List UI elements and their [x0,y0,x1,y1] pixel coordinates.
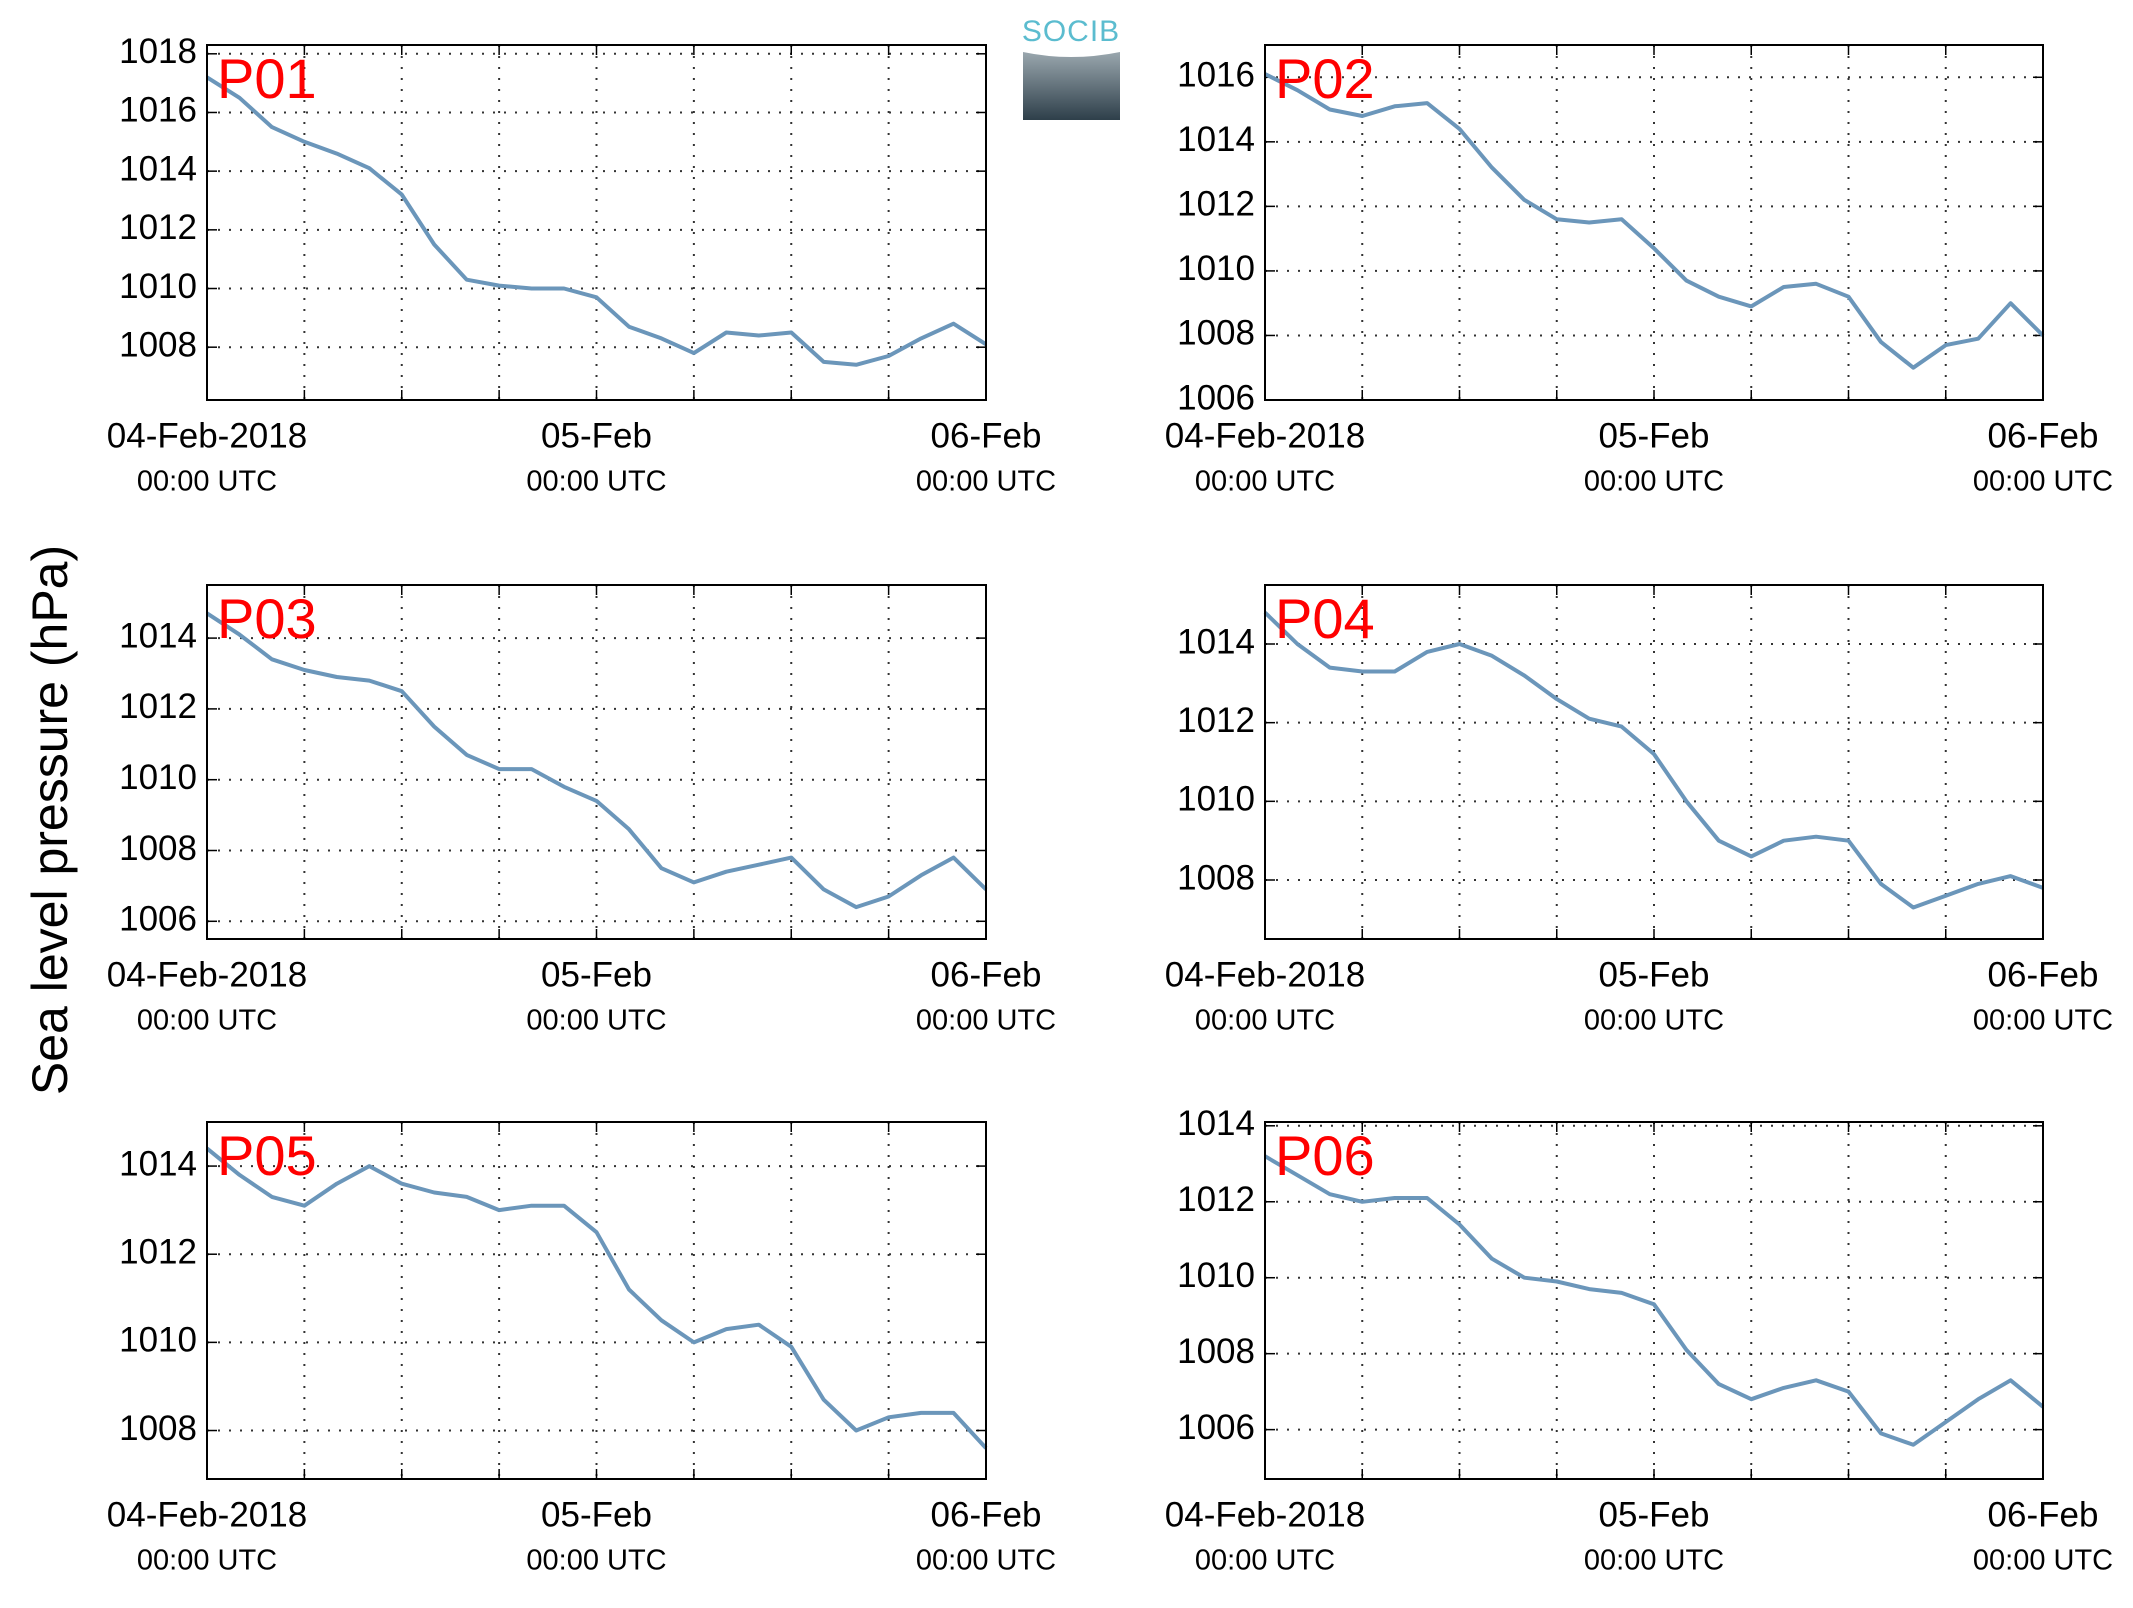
panel: 1008 1010 1012 1014 04-Feb-2018 00:00 UTC 05-F… [107,1121,1056,1577]
x-tick-label: 04-Feb-2018 [1165,1495,1365,1534]
x-tick-sublabel: 00:00 UTC [137,1545,277,1577]
plot-frame [1264,584,2044,940]
x-tick-sublabel: 00:00 UTC [1195,1545,1335,1577]
x-tick-label: 06-Feb [931,955,1042,994]
panel: 1006 1008 1010 1012 1014 04-Feb-2018 00:00 UTC… [107,584,1056,1037]
x-tick-label: 06-Feb [1988,1495,2099,1534]
x-tick-label: 06-Feb [1988,416,2099,455]
logo-text: SOCIB [1022,15,1120,48]
plot-frame [206,44,987,401]
logo-shape [1023,52,1120,120]
y-tick-label: 1008 [119,829,197,868]
y-tick-label: 1010 [1177,780,1255,819]
panel-label: P01 [217,47,317,110]
x-tick-sublabel: 00:00 UTC [137,466,277,498]
y-tick-label: 1014 [1177,1104,1255,1143]
x-tick-label: 04-Feb-2018 [107,1495,307,1534]
y-tick-label: 1010 [119,758,197,797]
y-tick-label: 1008 [1177,858,1255,897]
y-tick-label: 1014 [1177,120,1255,159]
y-tick-label: 1014 [1177,622,1255,661]
plot-frame [1264,44,2044,401]
x-tick-sublabel: 00:00 UTC [137,1005,277,1037]
y-tick-label: 1016 [1177,56,1255,95]
x-tick-label: 04-Feb-2018 [1165,416,1365,455]
y-tick-label: 1008 [119,1409,197,1448]
x-tick-sublabel: 00:00 UTC [526,466,666,498]
panel: 1006 1008 1010 1012 1014 04-Feb-2018 00:00 UTC… [1165,1104,2113,1577]
panel-label: P04 [1275,587,1375,650]
x-tick-sublabel: 00:00 UTC [1973,466,2113,498]
logo: SOCIB [1022,15,1120,120]
x-tick-label: 05-Feb [541,1495,652,1534]
y-tick-label: 1012 [119,208,197,247]
y-tick-label: 1012 [1177,1180,1255,1219]
x-tick-sublabel: 00:00 UTC [916,1545,1056,1577]
x-tick-sublabel: 00:00 UTC [916,1005,1056,1037]
panel: 1008 1010 1012 1014 1016 1018 04-Feb-2018 00:00… [107,32,1056,498]
y-tick-label: 1006 [119,900,197,939]
data-line [1263,1154,2045,1447]
y-tick-label: 1008 [1177,1332,1255,1371]
data-line [205,75,988,367]
x-tick-label: 05-Feb [1599,416,1710,455]
data-line [205,1146,988,1450]
x-tick-sublabel: 00:00 UTC [526,1545,666,1577]
x-tick-sublabel: 00:00 UTC [916,466,1056,498]
y-tick-label: 1008 [1177,314,1255,353]
panel: 1006 1008 1010 1012 1014 1016 04-Feb-2018 00:00… [1165,44,2113,498]
data-line [205,611,988,910]
x-tick-sublabel: 00:00 UTC [1584,1545,1724,1577]
x-tick-sublabel: 00:00 UTC [1195,1005,1335,1037]
data-line [1264,72,2045,370]
plot-frame [206,1121,987,1480]
y-tick-label: 1012 [1177,701,1255,740]
y-tick-label: 1016 [119,91,197,130]
panel-label: P05 [217,1124,317,1187]
x-tick-sublabel: 00:00 UTC [1584,1005,1724,1037]
x-tick-sublabel: 00:00 UTC [1973,1005,2113,1037]
panel-label: P02 [1275,47,1375,110]
x-tick-label: 06-Feb [931,1495,1042,1534]
y-tick-label: 1014 [119,149,197,188]
x-tick-sublabel: 00:00 UTC [1584,466,1724,498]
x-tick-label: 04-Feb-2018 [1165,955,1365,994]
y-tick-label: 1012 [1177,185,1255,224]
y-tick-label: 1018 [119,32,197,71]
y-axis-label: Sea level pressure (hPa) [22,545,78,1095]
y-tick-label: 1010 [119,1321,197,1360]
x-tick-sublabel: 00:00 UTC [526,1005,666,1037]
x-tick-label: 04-Feb-2018 [107,955,307,994]
y-tick-label: 1014 [119,1144,197,1183]
y-tick-label: 1010 [1177,249,1255,288]
y-tick-label: 1010 [1177,1256,1255,1295]
y-tick-label: 1008 [119,325,197,364]
x-tick-label: 05-Feb [541,955,652,994]
plot-frame [206,584,987,940]
y-tick-label: 1006 [1177,378,1255,417]
y-tick-label: 1014 [119,616,197,655]
panel-label: P06 [1275,1124,1375,1187]
y-tick-label: 1012 [119,687,197,726]
y-tick-label: 1012 [119,1232,197,1271]
panel-label: P03 [217,587,317,650]
x-tick-label: 05-Feb [541,416,652,455]
panel: 1008 1010 1012 1014 04-Feb-2018 00:00 UTC 05-F… [1165,584,2113,1037]
x-tick-sublabel: 00:00 UTC [1973,1545,2113,1577]
x-tick-label: 05-Feb [1599,955,1710,994]
x-tick-label: 04-Feb-2018 [107,416,307,455]
x-tick-label: 05-Feb [1599,1495,1710,1534]
x-tick-sublabel: 00:00 UTC [1195,466,1335,498]
x-tick-label: 06-Feb [1988,955,2099,994]
y-tick-label: 1010 [119,267,197,306]
y-tick-label: 1006 [1177,1408,1255,1447]
data-line [1263,611,2044,910]
x-tick-label: 06-Feb [931,416,1042,455]
plot-frame [1264,1121,2044,1480]
